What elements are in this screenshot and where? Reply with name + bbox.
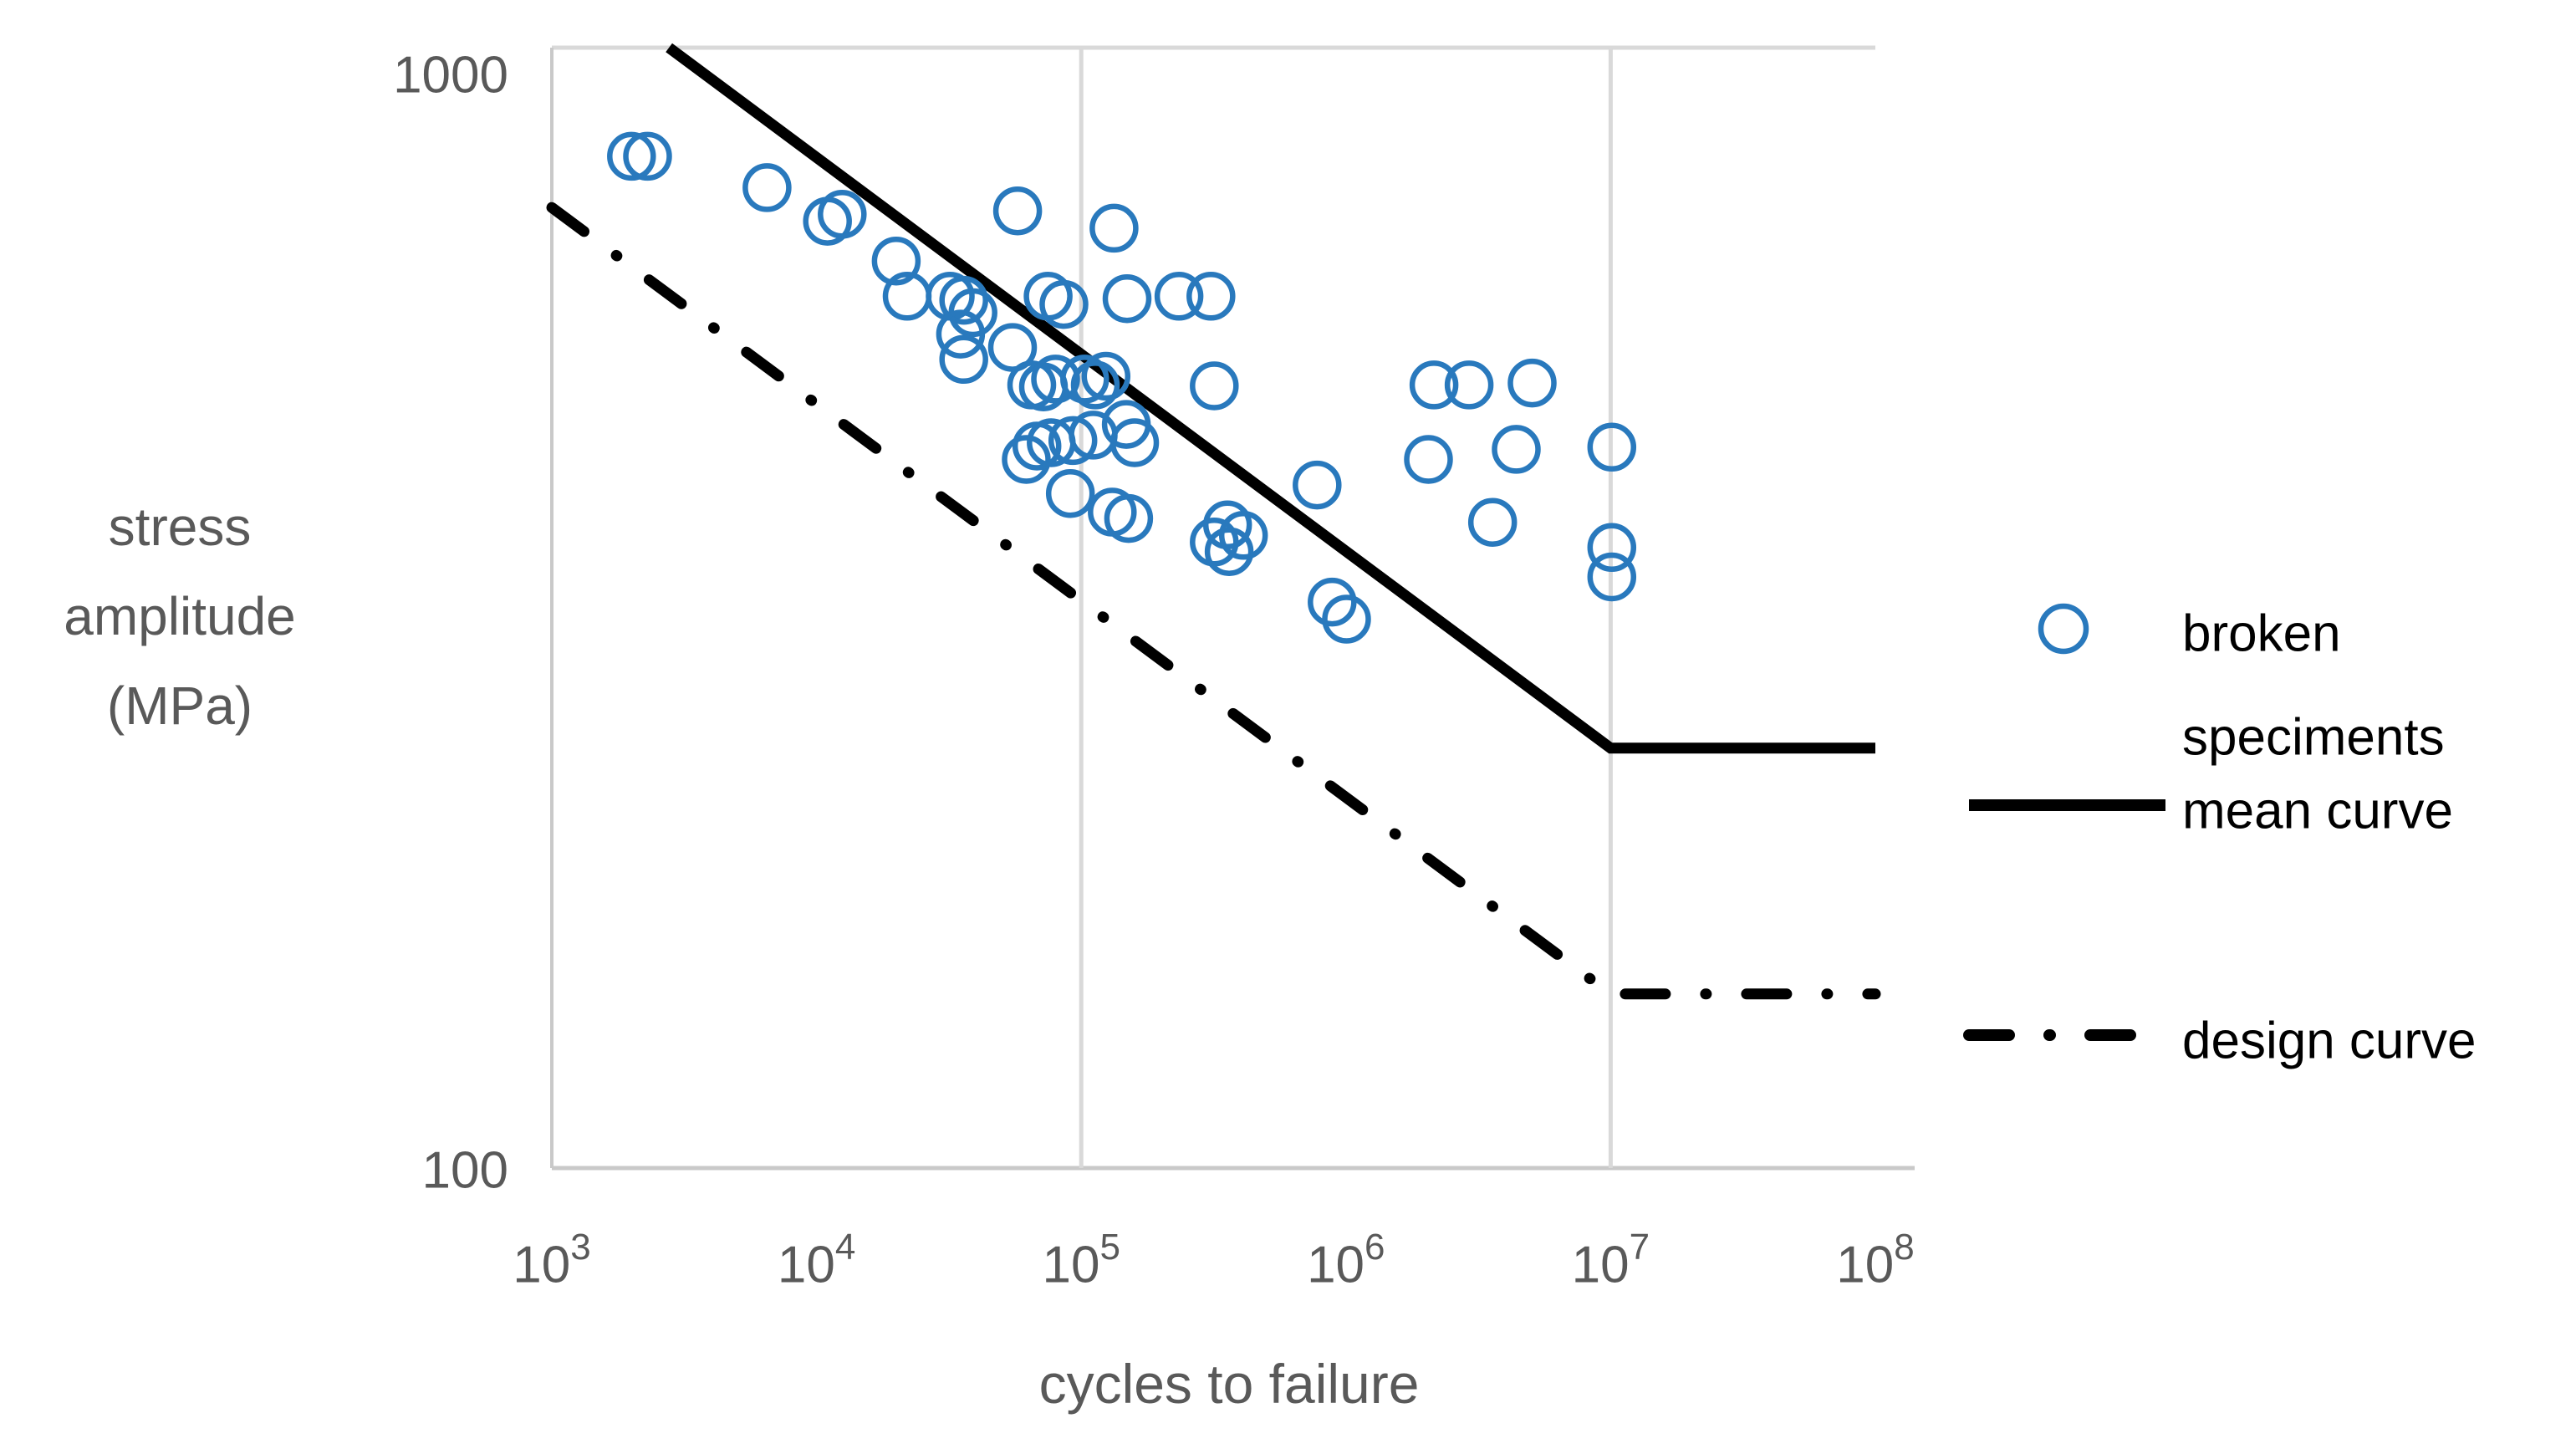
plot-frame [550, 45, 1915, 1171]
y-axis-ticks: 1000 100 [393, 47, 508, 1200]
scatter-point [992, 186, 1043, 236]
x-tick-exponent: 3 [570, 1227, 590, 1268]
y-tick-label-1000: 1000 [393, 47, 508, 105]
legend-label-speciments: speciments [2182, 709, 2445, 767]
scatter-point [1048, 416, 1098, 466]
legend-label-mean-curve: mean curve [2182, 783, 2453, 840]
x-tick-exponent: 8 [1894, 1227, 1914, 1268]
x-tick-label: 104 [778, 1227, 855, 1294]
x-tick-label: 106 [1307, 1227, 1385, 1294]
legend-label-design-curve: design curve [2182, 1013, 2477, 1070]
x-tick-label: 103 [513, 1227, 590, 1294]
x-tick-exponent: 5 [1099, 1227, 1120, 1268]
scatter-point [1109, 418, 1160, 467]
y-axis-title-line2: amplitude [64, 586, 296, 646]
scatter-point [1218, 511, 1268, 560]
scatter-point [1154, 272, 1204, 321]
scatter-point [1308, 577, 1357, 627]
x-axis-title: cycles to failure [1039, 1353, 1420, 1415]
scatter-point [818, 190, 867, 239]
scatter-point [1186, 272, 1236, 321]
scatter-point [871, 236, 921, 286]
x-tick-label: 105 [1042, 1227, 1120, 1294]
scatter-point [1492, 425, 1541, 474]
x-tick-label: 108 [1836, 1227, 1914, 1294]
scatter-point [1409, 360, 1459, 410]
legend-marker-circle-icon [2038, 603, 2089, 655]
y-tick-label-100: 100 [422, 1142, 508, 1200]
x-tick-exponent: 7 [1630, 1227, 1650, 1268]
scatter-point [1293, 460, 1342, 510]
scatter-point [1002, 435, 1051, 484]
x-axis-ticks: 103 104 105 106 107 108 [513, 1227, 1914, 1294]
y-axis-title: stress amplitude (MPa) [64, 497, 296, 736]
mean-curve-path [666, 43, 1875, 754]
scatter-point [1587, 552, 1637, 602]
scatter-point [1190, 361, 1239, 411]
scatter-point [936, 309, 986, 359]
scatter-point [623, 131, 672, 181]
scatter-point [939, 334, 988, 385]
scatter-point [1507, 358, 1557, 408]
scatter-point [1404, 435, 1453, 484]
x-tick-label: 107 [1572, 1227, 1650, 1294]
scatter-point [1587, 422, 1637, 472]
scatter-point [1467, 497, 1518, 547]
design-curve-line [546, 202, 1881, 1000]
scatter-point [987, 323, 1038, 372]
scatter-point [1444, 360, 1494, 410]
x-tick-exponent: 4 [835, 1227, 855, 1268]
design-curve-path [546, 202, 1881, 1000]
scatter-point [1204, 527, 1254, 576]
scatter-point [1070, 360, 1120, 410]
vertical-gridlines [1079, 48, 1613, 1168]
scatter-point [1045, 468, 1095, 518]
scatter-point [1104, 493, 1154, 543]
scatter-point [1031, 355, 1080, 404]
x-tick-exponent: 6 [1365, 1227, 1385, 1268]
y-axis-title-line1: stress [109, 497, 252, 557]
scatter-point [1039, 279, 1089, 329]
scatter-point [1322, 594, 1371, 644]
scatter-point [939, 275, 988, 325]
mean-curve-line [666, 43, 1875, 754]
scatter-point [607, 131, 656, 181]
scatter-point [1587, 523, 1637, 573]
legend: broken speciments mean curve design curv… [1963, 603, 2477, 1070]
scatter-point [1089, 203, 1139, 253]
legend-label-broken: broken [2182, 605, 2341, 663]
scatter-point [1102, 273, 1152, 324]
scatter-point [742, 163, 792, 212]
scatter-point [1081, 351, 1131, 401]
scatter-points [607, 131, 1637, 644]
y-axis-title-line3: (MPa) [107, 676, 252, 736]
